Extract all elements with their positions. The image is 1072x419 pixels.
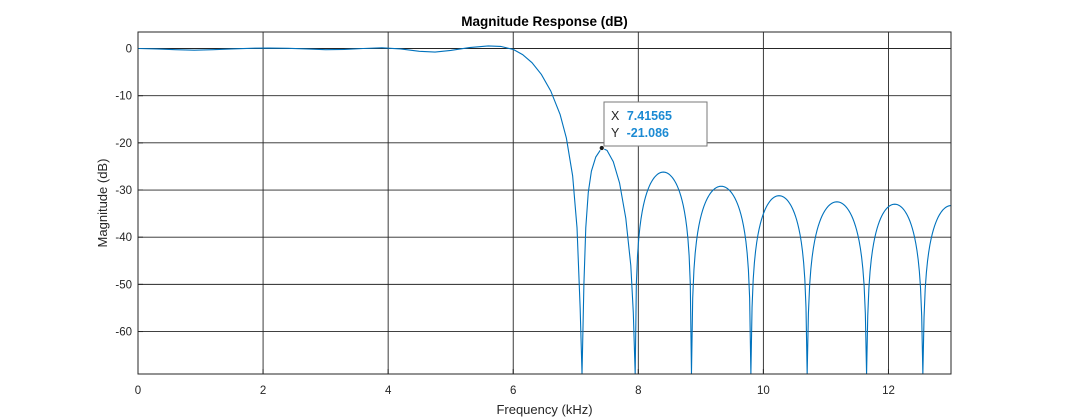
y-tick-label: -20 — [115, 138, 132, 150]
x-tick-label: 12 — [882, 385, 895, 397]
y-tick-label: 0 — [126, 44, 132, 56]
plot-frame — [137, 31, 952, 375]
datatip-x-value: 7.41565 — [627, 109, 672, 123]
y-tick-label: -40 — [115, 232, 132, 244]
y-axis-label: Magnitude (dB) — [95, 159, 110, 248]
y-tick-label: -30 — [115, 185, 132, 197]
series-line[interactable] — [138, 45, 979, 374]
y-tick-label: -50 — [115, 279, 132, 291]
chart-title: Magnitude Response (dB) — [461, 14, 628, 29]
x-tick-label: 0 — [135, 385, 141, 397]
datatip-marker[interactable] — [598, 145, 605, 151]
y-tick-label: -60 — [115, 327, 132, 339]
y-axis-ticks: 0 -10 -20 -30 -40 -50 -60 — [115, 44, 143, 339]
svg-text:Y -21.086: Y -21.086 — [611, 126, 669, 140]
x-tick-label: 6 — [510, 385, 516, 397]
datatip-y-value: -21.086 — [627, 126, 669, 140]
datatip-x-key: X — [611, 109, 620, 123]
y-tick-label: -10 — [115, 91, 132, 103]
datatip-y-key: Y — [611, 126, 620, 140]
datatip-box — [603, 101, 708, 147]
svg-text:X 7.41565: X 7.41565 — [611, 109, 672, 123]
x-axis-label: Frequency (kHz) — [496, 402, 592, 417]
x-tick-label: 10 — [757, 385, 770, 397]
x-tick-label: 2 — [260, 385, 266, 397]
datatip[interactable]: X 7.41565 Y -21.086 — [598, 101, 708, 151]
x-tick-label: 8 — [635, 385, 641, 397]
x-tick-label: 4 — [385, 385, 392, 397]
response-curve-group[interactable] — [138, 45, 979, 374]
plot-area[interactable] — [138, 32, 951, 374]
